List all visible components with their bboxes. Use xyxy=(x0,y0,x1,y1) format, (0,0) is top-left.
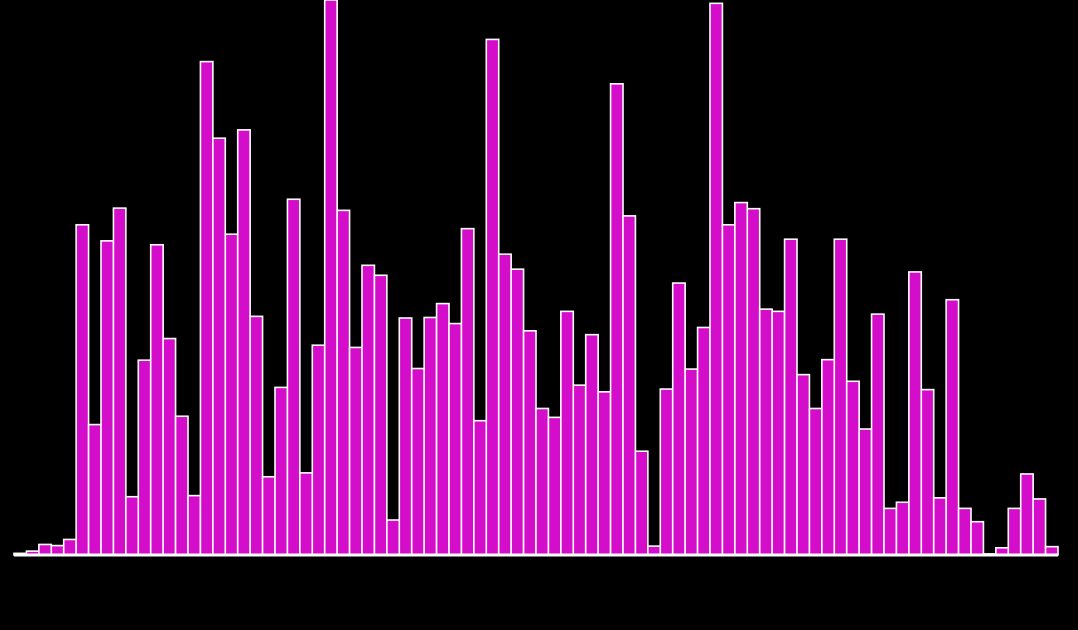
bar-55 xyxy=(684,368,699,556)
bar-5 xyxy=(62,538,77,556)
bar-35 xyxy=(435,302,450,556)
bar-22 xyxy=(274,386,289,556)
bar-75 xyxy=(932,497,947,556)
bar-41 xyxy=(510,268,525,556)
bar-53 xyxy=(659,388,674,556)
bar-60 xyxy=(746,207,761,556)
bar-33 xyxy=(410,367,425,556)
bar-38 xyxy=(473,419,488,556)
bar-18 xyxy=(224,233,239,556)
bar-51 xyxy=(634,450,649,556)
bar-56 xyxy=(696,326,711,556)
bar-28 xyxy=(348,346,363,556)
bar-17 xyxy=(212,137,227,556)
bar-47 xyxy=(584,333,599,556)
bar-70 xyxy=(870,313,885,556)
bar-8 xyxy=(100,240,115,556)
bar-30 xyxy=(373,274,388,556)
bar-45 xyxy=(560,310,575,556)
bar-65 xyxy=(808,407,823,556)
bar-82 xyxy=(1019,473,1034,556)
bar-54 xyxy=(671,282,686,556)
bar-37 xyxy=(460,227,475,556)
bar-81 xyxy=(1007,507,1022,556)
bar-58 xyxy=(721,223,736,556)
bar-69 xyxy=(858,428,873,556)
bar-76 xyxy=(945,298,960,556)
bar-66 xyxy=(821,358,836,556)
bar-36 xyxy=(448,322,463,556)
bar-71 xyxy=(883,507,898,556)
bar-25 xyxy=(311,344,326,556)
bar-49 xyxy=(609,83,624,556)
bar-50 xyxy=(622,215,637,556)
bar-9 xyxy=(112,207,127,556)
bar-15 xyxy=(187,494,202,556)
bar-13 xyxy=(162,337,177,556)
bar-24 xyxy=(299,472,314,556)
bars-group xyxy=(13,0,1059,556)
bar-32 xyxy=(398,317,413,556)
bar-73 xyxy=(908,271,923,556)
bar-78 xyxy=(970,520,985,556)
bar-62 xyxy=(771,310,786,556)
bar-29 xyxy=(361,264,376,556)
bar-44 xyxy=(547,416,562,556)
bar-72 xyxy=(895,501,910,556)
bar-26 xyxy=(323,0,338,556)
bar-48 xyxy=(597,391,612,556)
bar-40 xyxy=(497,253,512,556)
bar-27 xyxy=(336,209,351,556)
bar-74 xyxy=(920,388,935,556)
bar-59 xyxy=(734,201,749,556)
bar-39 xyxy=(485,38,500,556)
bar-67 xyxy=(833,238,848,556)
bar-10 xyxy=(125,495,140,556)
bar-63 xyxy=(783,238,798,556)
bar-6 xyxy=(75,223,90,556)
bar-12 xyxy=(149,243,164,556)
bar-19 xyxy=(236,129,251,556)
bar-77 xyxy=(957,507,972,556)
bar-20 xyxy=(249,315,264,556)
bar-57 xyxy=(709,2,724,556)
bar-68 xyxy=(845,380,860,556)
bar-46 xyxy=(572,384,587,556)
bar-11 xyxy=(137,359,152,556)
bar-21 xyxy=(261,475,276,556)
bar-64 xyxy=(796,373,811,556)
bar-31 xyxy=(386,519,401,556)
bar-7 xyxy=(87,423,102,556)
bar-42 xyxy=(522,329,537,556)
bar-14 xyxy=(174,415,189,556)
bar-16 xyxy=(199,60,214,556)
bar-61 xyxy=(758,308,773,556)
bar-43 xyxy=(535,407,550,556)
bar-83 xyxy=(1032,498,1047,556)
bar-3 xyxy=(38,543,53,556)
bar-23 xyxy=(286,198,301,556)
bar-34 xyxy=(423,316,438,556)
